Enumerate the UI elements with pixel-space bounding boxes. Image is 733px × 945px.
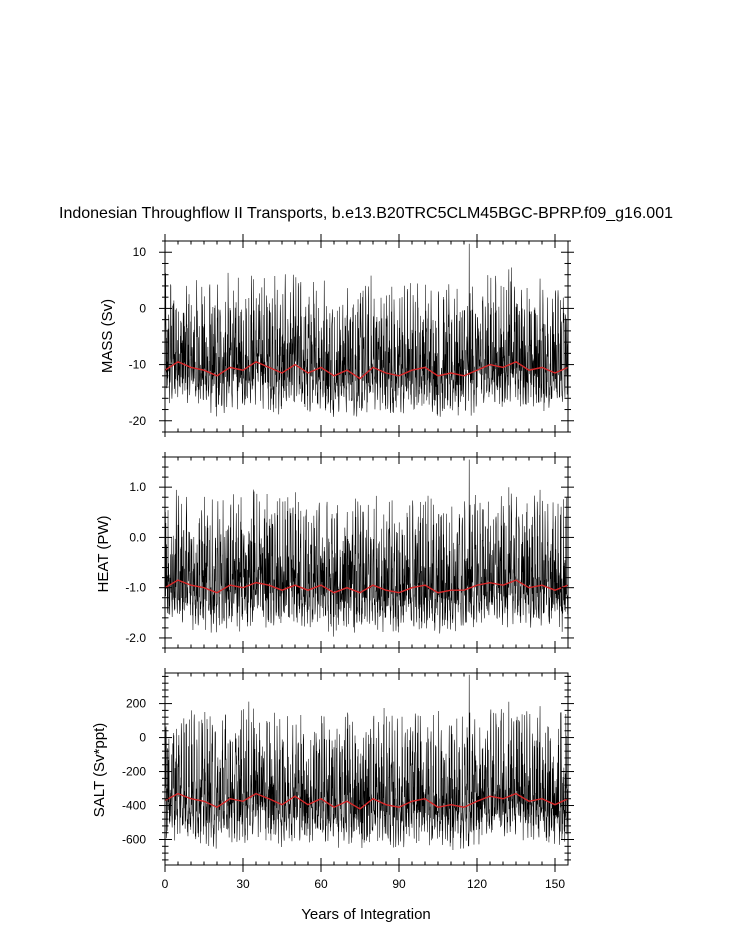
series-monthly-line [165,243,568,417]
y-tick-label: 10 [133,245,147,259]
x-tick-label: 60 [314,877,328,891]
y-tick-label: -2.0 [125,631,146,645]
y-tick-label: 200 [126,697,146,711]
y-axis-label-mass: MASS (Sv) [99,299,116,373]
series-annual-mean-line [165,792,568,810]
series-monthly-line [165,674,568,850]
y-tick-label: -600 [122,833,146,847]
x-tick-label: 30 [236,877,250,891]
series-annual-mean-line [165,360,568,380]
series-annual-mean-line [165,579,568,594]
y-axis-label-heat: HEAT (PW) [95,516,112,593]
y-tick-label: -20 [129,414,147,428]
x-axis-label: Years of Integration [301,906,431,923]
y-tick-label: 1.0 [129,480,146,494]
y-tick-label: -1.0 [125,581,146,595]
panel-frame [164,240,569,433]
series-monthly-line [165,459,568,637]
panel-salt: SALT (Sv*ppt) 200 0 -200 -400 -600 [91,668,574,872]
y-axis-label-salt: SALT (Sv*ppt) [91,723,108,817]
y-tick-label: -10 [129,358,147,372]
x-tick-label: 150 [545,877,565,891]
y-tick-label: 0 [139,301,146,315]
x-tick-label: 90 [392,877,406,891]
panel-mass: MASS (Sv) 10 0 -10 -20 [99,234,574,437]
panel-heat: HEAT (PW) 1.0 0.0 -1.0 -2.0 [95,452,574,653]
x-tick-label: 0 [162,877,169,891]
panel-frame [164,456,569,649]
chart-title: Indonesian Throughflow II Transports, b.… [59,205,673,222]
y-tick-label: -400 [122,799,146,813]
panel-frame [164,672,569,866]
y-tick-label: 0.0 [129,530,146,544]
x-tick-label: 120 [467,877,487,891]
y-tick-label: -200 [122,765,146,779]
y-tick-label: 0 [139,731,146,745]
